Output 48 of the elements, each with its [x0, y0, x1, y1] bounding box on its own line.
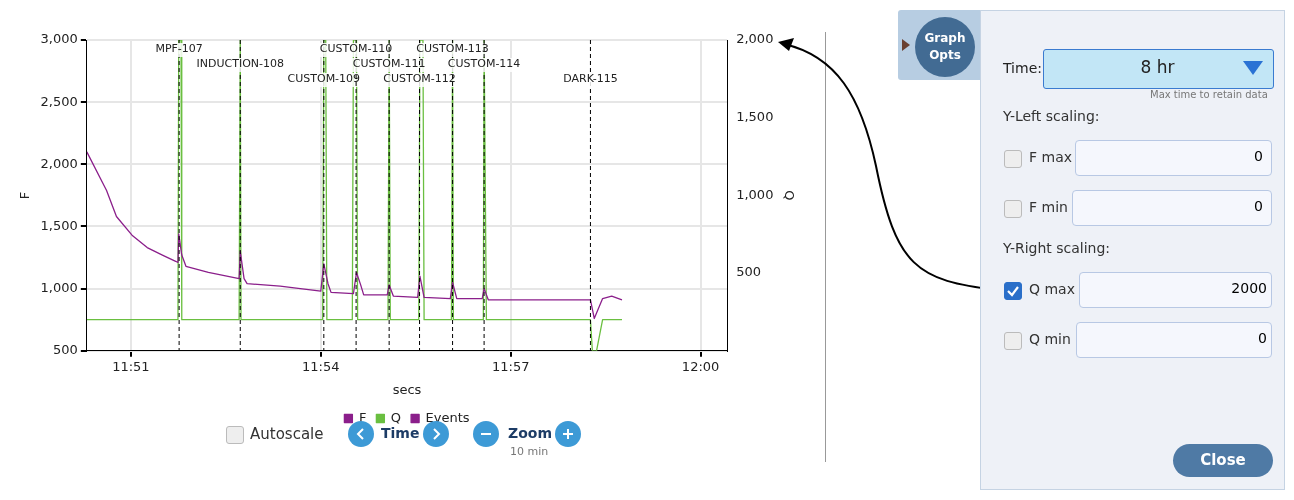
text: Graph Opts	[923, 30, 967, 64]
y-tick-label: 2,500	[40, 93, 78, 109]
text: Q max	[1029, 281, 1075, 297]
legend-label: Q	[390, 409, 402, 425]
text: 0	[1253, 148, 1263, 164]
text: Max time to retain data	[1150, 89, 1268, 100]
y-tick-label: 1,500	[40, 217, 78, 233]
x-tick-label: 12:00	[681, 358, 720, 374]
text: 8 hr	[1139, 57, 1176, 77]
x-tick-label: 11:54	[302, 358, 340, 374]
y-tick-label: 1,000	[40, 280, 78, 296]
text: Time:	[1003, 60, 1042, 76]
y2-tick-label: 1,000	[736, 186, 774, 202]
y2-axis-title: Q	[781, 190, 797, 201]
text: 0	[1253, 198, 1263, 214]
ref-line-label: DARK-115	[563, 72, 618, 86]
ref-line-label: CUSTOM-112	[383, 72, 456, 86]
y2-tick-label: 1,500	[736, 109, 774, 125]
x-axis-title: secs	[392, 381, 422, 397]
y-tick-label: 3,000	[40, 31, 78, 47]
ref-line-label: INDUCTION-108	[196, 57, 285, 71]
y-tick-label: 2,000	[40, 155, 78, 171]
ref-line-label: CUSTOM-111	[352, 57, 426, 71]
text: 2000	[1230, 280, 1267, 296]
y2-tick-label: 2,000	[736, 31, 774, 47]
text: 0	[1257, 330, 1267, 346]
text: F min	[1029, 199, 1068, 215]
text: Time	[381, 425, 420, 441]
legend-label: F	[358, 409, 367, 425]
text: Q min	[1029, 331, 1071, 347]
ref-line-label: MPF-107	[155, 42, 203, 56]
x-tick-label: 11:51	[112, 358, 150, 374]
y2-tick-label: 500	[736, 264, 762, 280]
text: 10 min	[510, 445, 549, 458]
ref-line-label: CUSTOM-110	[319, 42, 393, 56]
y-axis-title: F	[17, 191, 33, 200]
text: Y-Right scaling:	[1003, 240, 1111, 256]
text: Close	[1199, 451, 1247, 469]
x-tick-label: 11:57	[491, 358, 530, 374]
text: Y-Left scaling:	[1003, 108, 1100, 124]
ref-line-label: CUSTOM-114	[447, 57, 521, 71]
y-tick-label: 500	[52, 342, 78, 358]
ref-line-label: CUSTOM-109	[287, 72, 361, 86]
ref-line-label: CUSTOM-113	[416, 42, 489, 56]
text: Autoscale	[250, 425, 324, 443]
legend-label: Events	[425, 409, 470, 425]
text: F max	[1029, 149, 1073, 165]
text: Zoom	[508, 425, 552, 441]
